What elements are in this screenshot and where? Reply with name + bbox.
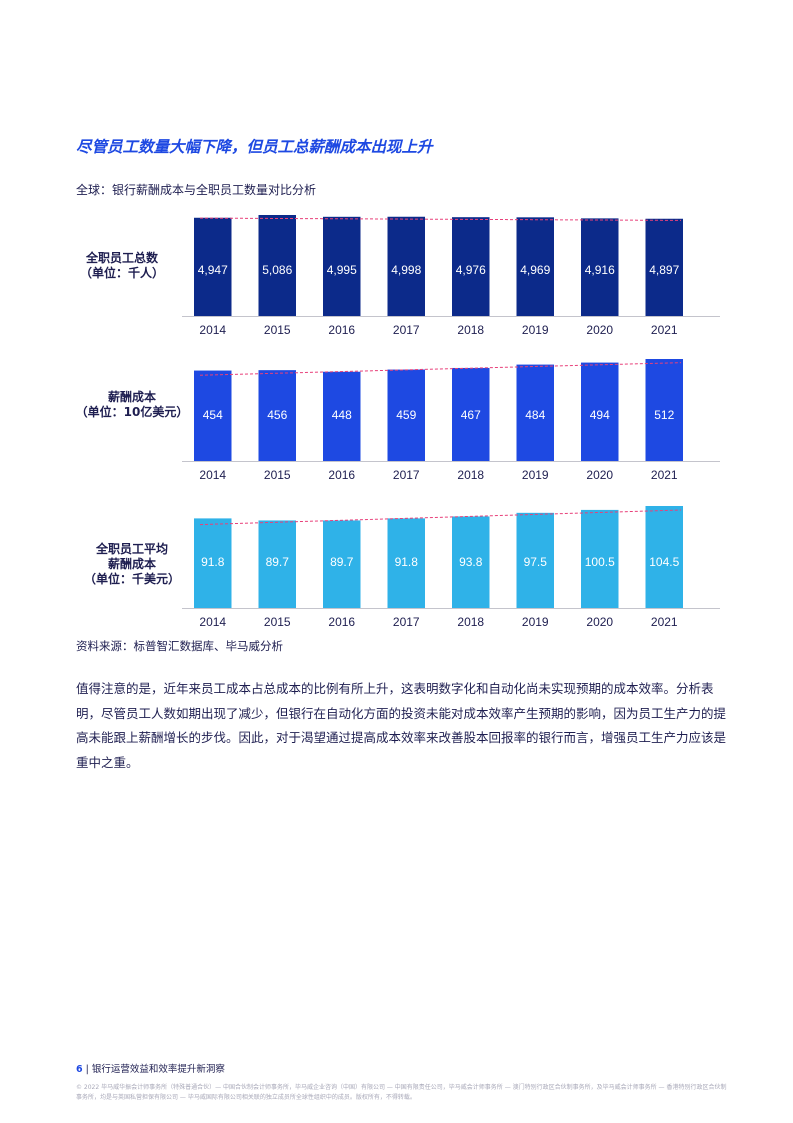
bar <box>258 370 296 461</box>
x-tick-label: 2021 <box>651 615 678 629</box>
panel-label: （单位：千人） <box>80 265 164 280</box>
bar <box>645 218 683 316</box>
bar <box>323 371 361 461</box>
page-number: 6 <box>76 1064 83 1075</box>
bar-value-label: 97.5 <box>524 555 548 569</box>
bar <box>258 215 296 316</box>
bar <box>452 516 490 608</box>
bar-value-label: 91.8 <box>395 555 419 569</box>
bar-charts: 4,947 2014 5,086 2015 4,995 2016 4,998 2017 4,97… <box>76 215 720 629</box>
copyright-notice: © 2022 毕马威华振会计师事务所（特殊普通合伙）— 中国合伙制会计师事务所，… <box>76 1084 727 1101</box>
bar <box>323 216 361 316</box>
bar-value-label: 4,897 <box>649 263 679 277</box>
body-paragraph: 值得注意的是，近年来员工成本占总成本的比例有所上升，这表明数字化和自动化尚未实现… <box>76 681 727 770</box>
bar <box>387 216 425 316</box>
bar-value-label: 4,916 <box>585 263 615 277</box>
x-tick-label: 2014 <box>199 615 226 629</box>
bar <box>516 217 554 316</box>
bar-value-label: 89.7 <box>330 555 354 569</box>
bar-value-label: 494 <box>590 408 610 422</box>
bar-value-label: 5,086 <box>262 263 292 277</box>
chart-panel-3: 91.8 2014 89.7 2015 89.7 2016 91.8 2017 93.8 2018… <box>84 506 720 629</box>
x-tick-label: 2015 <box>264 468 291 482</box>
bar-value-label: 4,976 <box>456 263 486 277</box>
bar <box>194 217 232 316</box>
bar-value-label: 467 <box>461 408 481 422</box>
chart-subtitle: 全球：银行薪酬成本与全职员工数量对比分析 <box>76 183 317 197</box>
x-tick-label: 2018 <box>457 615 484 629</box>
bar-value-label: 484 <box>525 408 545 422</box>
bar-value-label: 512 <box>654 408 674 422</box>
bar-value-label: 4,969 <box>520 263 550 277</box>
x-tick-label: 2016 <box>328 468 355 482</box>
x-tick-label: 2018 <box>457 468 484 482</box>
bar <box>645 359 683 461</box>
x-tick-label: 2019 <box>522 615 549 629</box>
bar <box>194 370 232 461</box>
trend-line <box>199 509 682 526</box>
bar-value-label: 93.8 <box>459 555 483 569</box>
panel-label: 全职员工总数 <box>85 250 159 265</box>
x-tick-label: 2014 <box>199 323 226 337</box>
x-tick-label: 2016 <box>328 615 355 629</box>
bar-value-label: 4,995 <box>327 263 357 277</box>
bar-value-label: 4,998 <box>391 263 421 277</box>
footer-title: 银行运营效益和效率提升新洞察 <box>91 1064 225 1075</box>
x-tick-label: 2014 <box>199 468 226 482</box>
bar <box>323 520 361 608</box>
footer: 6 | 银行运营效益和效率提升新洞察 <box>76 1064 225 1075</box>
x-tick-label: 2019 <box>522 323 549 337</box>
trend-line <box>199 217 682 221</box>
bar-value-label: 448 <box>332 408 352 422</box>
x-tick-label: 2018 <box>457 323 484 337</box>
x-tick-label: 2015 <box>264 615 291 629</box>
chart-panel-1: 4,947 2014 5,086 2015 4,995 2016 4,998 2017 4,97… <box>80 215 720 337</box>
panel-label: 薪酬成本 <box>108 556 156 571</box>
x-tick-label: 2021 <box>651 323 678 337</box>
bar <box>452 367 490 461</box>
x-tick-label: 2017 <box>393 323 420 337</box>
x-tick-label: 2017 <box>393 468 420 482</box>
panel-label: （单位：10亿美元） <box>76 404 189 419</box>
bar <box>581 509 619 608</box>
panel-label: 全职员工平均 <box>95 541 168 556</box>
bar <box>516 364 554 461</box>
bar-value-label: 456 <box>267 408 287 422</box>
bar <box>387 369 425 461</box>
x-tick-label: 2015 <box>264 323 291 337</box>
bar <box>581 362 619 461</box>
panel-label: （单位：千美元） <box>84 571 180 586</box>
x-tick-label: 2016 <box>328 323 355 337</box>
x-tick-label: 2019 <box>522 468 549 482</box>
bar <box>194 518 232 608</box>
x-tick-label: 2017 <box>393 615 420 629</box>
x-tick-label: 2020 <box>586 615 613 629</box>
x-tick-label: 2020 <box>586 468 613 482</box>
source-note: 资料来源：标普智汇数据库、毕马威分析 <box>76 639 283 653</box>
x-tick-label: 2020 <box>586 323 613 337</box>
bar <box>258 520 296 608</box>
x-tick-label: 2021 <box>651 468 678 482</box>
panel-label: 薪酬成本 <box>108 389 156 404</box>
bar <box>452 217 490 316</box>
bar-value-label: 100.5 <box>585 555 615 569</box>
trend-line <box>199 362 682 376</box>
bar-value-label: 4,947 <box>198 263 228 277</box>
bar <box>645 506 683 608</box>
bar <box>387 518 425 608</box>
bar-value-label: 454 <box>203 408 223 422</box>
page-heading: 尽管员工数量大幅下降，但员工总薪酬成本出现上升 <box>76 138 433 156</box>
bar-value-label: 459 <box>396 408 416 422</box>
bar <box>581 218 619 316</box>
bar-value-label: 91.8 <box>201 555 225 569</box>
bar <box>516 512 554 608</box>
chart-panel-2: 454 2014 456 2015 448 2016 459 2017 467 2018 484 20… <box>76 359 720 482</box>
bar-value-label: 89.7 <box>266 555 290 569</box>
bar-value-label: 104.5 <box>649 555 679 569</box>
